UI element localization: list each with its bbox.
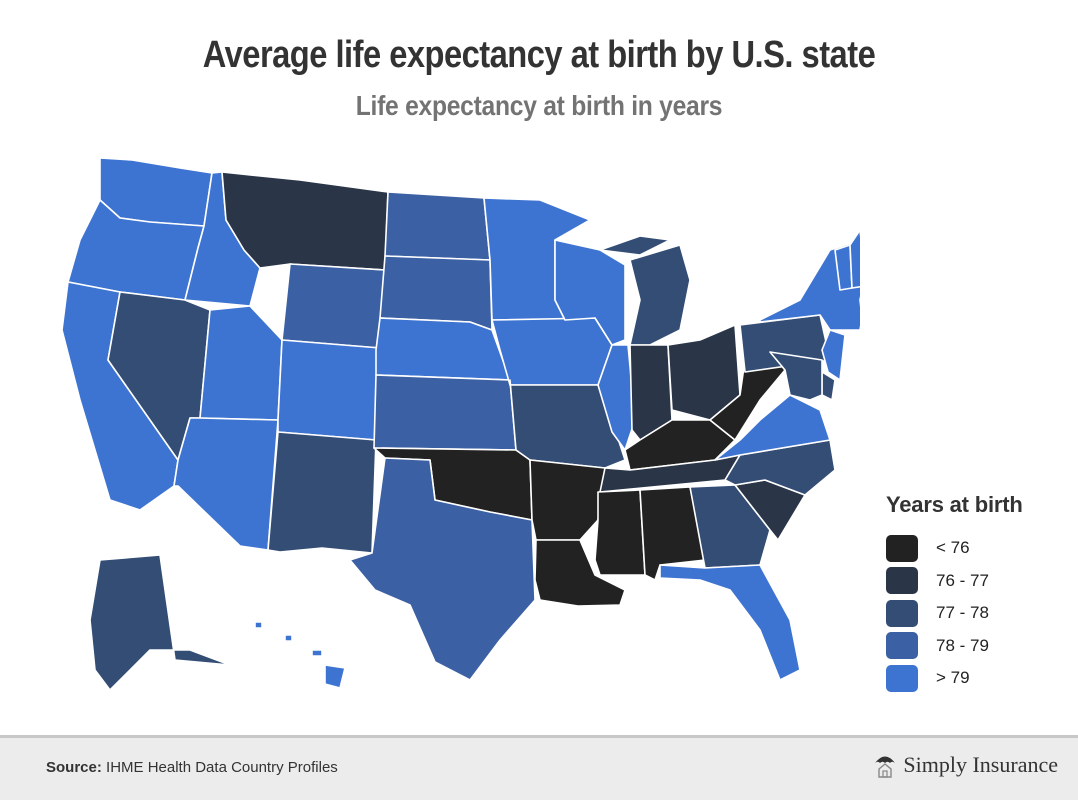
- chart-subtitle: Life expectancy at birth in years: [355, 90, 723, 121]
- legend-swatch: [886, 599, 918, 627]
- state-ar: AR: < 76: [529, 459, 606, 541]
- legend-item: < 76: [886, 532, 1023, 565]
- state-ia: IA: > 79: [491, 317, 613, 386]
- state-az: AZ: > 79: [173, 417, 279, 551]
- footer: Source: IHME Health Data Country Profile…: [0, 735, 1078, 800]
- legend: Years at birth < 76 76 - 77 77 - 78 78 - 79…: [886, 492, 1023, 695]
- legend-label: 77 - 78: [936, 603, 989, 623]
- chart-title: Average life expectancy at birth by U.S.…: [202, 34, 876, 76]
- legend-label: 76 - 77: [936, 570, 989, 590]
- state-ga: GA: 77 - 78: [689, 484, 771, 569]
- state-nd: ND: 78 - 79: [384, 191, 491, 261]
- state-fl: FL: > 79: [659, 564, 801, 681]
- legend-item: 77 - 78: [886, 597, 1023, 630]
- state-md: MD: 77 - 78: [769, 351, 823, 401]
- legend-item: 78 - 79: [886, 630, 1023, 663]
- legend-label: > 79: [936, 668, 970, 688]
- state-ks: KS: 78 - 79: [373, 374, 517, 451]
- state-hi: HI: > 79: [254, 621, 346, 689]
- source-label: Source:: [46, 759, 102, 776]
- state-ak: AK: 77 - 78: [89, 554, 231, 691]
- state-la: LA: < 76: [534, 539, 626, 607]
- state-co: CO: > 79: [277, 339, 381, 441]
- us-map: WA: > 79OR: > 79CA: > 79ID: > 79NV: 77 -…: [61, 157, 860, 691]
- umbrella-house-icon: [875, 756, 896, 778]
- state-tx: TX: 78 - 79: [349, 457, 536, 681]
- state-ut: UT: > 79: [199, 305, 283, 421]
- state-nh: NH: > 79: [849, 229, 860, 289]
- legend-swatch: [886, 567, 918, 595]
- state-ms: MS: < 76: [594, 489, 646, 576]
- brand-logo: Simply Insurance: [873, 752, 1058, 778]
- legend-swatch: [886, 534, 918, 562]
- brand-name: Simply Insurance: [903, 752, 1058, 777]
- legend-swatch: [886, 632, 918, 660]
- state-nj: NJ: > 79: [821, 329, 846, 381]
- legend-title: Years at birth: [886, 492, 1023, 517]
- state-nm: NM: 77 - 78: [267, 431, 377, 554]
- state-mi: MI: 77 - 78: [599, 235, 691, 346]
- legend-item: > 79: [886, 662, 1023, 695]
- legend-label: 78 - 79: [936, 635, 989, 655]
- state-va: VA: > 79: [714, 394, 831, 461]
- source-credit: Source: IHME Health Data Country Profile…: [46, 759, 338, 776]
- state-wy: WY: 78 - 79: [281, 263, 386, 349]
- state-ny: NY: > 79: [759, 239, 860, 331]
- legend-swatch: [886, 664, 918, 692]
- legend-label: < 76: [936, 538, 970, 558]
- source-text: IHME Health Data Country Profiles: [106, 759, 338, 776]
- legend-item: 76 - 77: [886, 565, 1023, 598]
